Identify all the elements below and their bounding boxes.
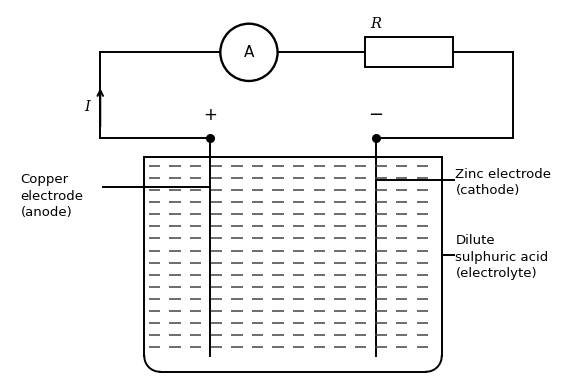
Text: +: + [203, 106, 217, 124]
Text: Dilute
sulphuric acid
(electrolyte): Dilute sulphuric acid (electrolyte) [455, 234, 548, 280]
Text: −: − [368, 106, 383, 124]
Text: Zinc electrode
(cathode): Zinc electrode (cathode) [455, 168, 551, 197]
FancyBboxPatch shape [364, 37, 452, 68]
Text: A: A [244, 45, 254, 60]
Text: R: R [370, 16, 381, 30]
Circle shape [220, 24, 278, 81]
Text: I: I [84, 100, 90, 115]
Text: Copper
electrode
(anode): Copper electrode (anode) [21, 174, 83, 219]
